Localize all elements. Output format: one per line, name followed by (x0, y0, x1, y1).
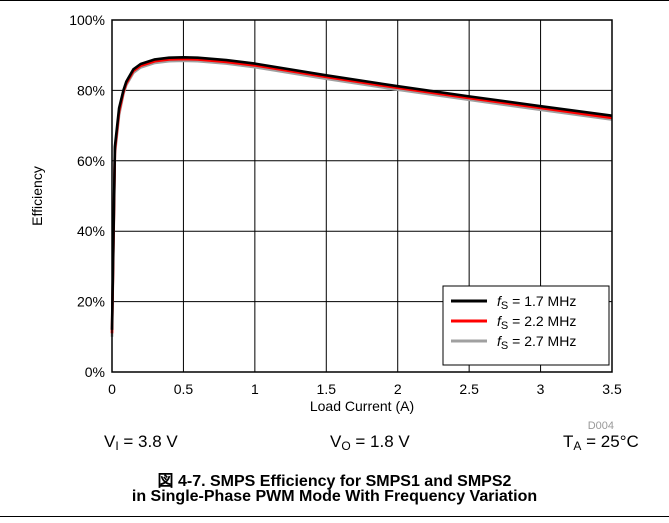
tick-labels: 0 0.5 1 1.5 2 2.5 3 3.5 0% 20% 40% 60% 80% 100% (69, 12, 622, 397)
efficiency-chart: 0 0.5 1 1.5 2 2.5 3 3.5 0% 20% 40% 60% 80% 100% Load … (29, 12, 622, 430)
ta-symbol: T (563, 432, 574, 451)
x-tick-label: 1.5 (317, 381, 337, 397)
y-tick-label: 100% (69, 12, 105, 28)
y-axis-title: Efficiency (29, 166, 45, 226)
y-tick-label: 80% (77, 82, 105, 98)
ta-value: = 25°C (581, 432, 639, 451)
figure-caption: 図 4-7. SMPS Efficiency for SMPS1 and SMP… (0, 473, 669, 505)
output-voltage-condition: VO = 1.8 V (330, 432, 410, 453)
plot-frame (111, 19, 613, 373)
y-tick-label: 40% (77, 223, 105, 239)
vo-subscript: O (341, 439, 351, 453)
series-line-1 (110, 55, 613, 330)
x-tick-label: 0.5 (174, 381, 194, 397)
legend-box (442, 285, 610, 366)
caption-line-1: 図 4-7. SMPS Efficiency for SMPS1 and SMP… (157, 473, 512, 490)
vo-symbol: V (330, 432, 342, 451)
legend-entry-2: fS = 2.2 MHz (497, 313, 576, 332)
x-axis-title: Load Current (A) (310, 398, 414, 414)
series-layer (110, 55, 613, 337)
y-tick-label: 0% (85, 364, 105, 380)
legend-entry-3: fS = 2.7 MHz (497, 333, 576, 352)
vi-value: = 3.8 V (118, 432, 178, 451)
vi-symbol: V (104, 432, 116, 451)
bottom-rule (0, 516, 669, 517)
x-tick-label: 3 (537, 381, 545, 397)
vi-subscript: I (115, 439, 119, 453)
input-voltage-condition: VI = 3.8 V (104, 432, 178, 453)
x-tick-label: 1 (251, 381, 259, 397)
ta-subscript: A (573, 439, 582, 453)
x-tick-label: 0 (108, 381, 116, 397)
x-tick-label: 2 (394, 381, 402, 397)
y-tick-label: 60% (77, 153, 105, 169)
top-rule (0, 0, 669, 1)
figure-id-note: D004 (588, 420, 614, 430)
y-tick-label: 20% (77, 294, 105, 310)
caption-line-2: in Single-Phase PWM Mode With Frequency … (131, 488, 538, 505)
ambient-temperature-condition: TA = 25°C (563, 432, 639, 453)
x-tick-label: 3.5 (602, 381, 622, 397)
x-tick-label: 2.5 (459, 381, 479, 397)
vo-value: = 1.8 V (350, 432, 410, 451)
legend-entry-1: fS = 1.7 MHz (497, 293, 576, 312)
